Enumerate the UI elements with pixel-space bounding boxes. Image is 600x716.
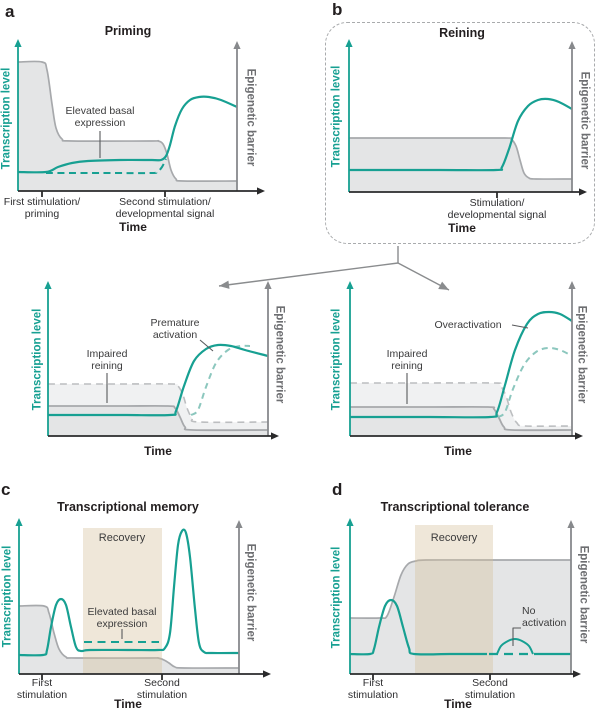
tick-label: Stimulation/developmental signal [447, 197, 547, 221]
panel-impaired-reining-premature: Transcription level Epigenetic barrier T… [0, 240, 300, 475]
panel-c-y-axis-label: Transcription level [1, 545, 14, 648]
tick-label: First stimulation [347, 677, 399, 701]
panel-a-y-axis-label: Transcription level [0, 67, 13, 170]
panel-c-right-axis-label: Epigenetic barrier [244, 543, 257, 642]
annotation: Impaired reining [386, 348, 428, 372]
plot-mr [346, 281, 583, 440]
panel-a-title: Priming [104, 24, 152, 38]
plot-c [15, 518, 271, 680]
panel-a-letter: a [5, 2, 15, 21]
plot-ml [44, 281, 279, 440]
panel-mr-right-axis-label: Epigenetic barrier [575, 305, 588, 404]
panel-d-right-axis-label: Epigenetic barrier [577, 545, 590, 644]
panel-impaired-reining-overactivation: Transcription level Epigenetic barrier T… [300, 240, 600, 475]
panel-ml-right-axis-label: Epigenetic barrier [273, 305, 286, 404]
panel-a-time-label: Time [119, 220, 147, 234]
panel-d-time-label: Time [444, 697, 472, 711]
panel-d-title: Transcriptional tolerance [380, 500, 530, 514]
panel-a: a Priming Transcription level Epigenetic… [0, 0, 300, 240]
panel-c: c Transcriptional memory Transcription l… [0, 475, 300, 716]
tick-label: First stimulation/priming [3, 196, 81, 220]
tick-label: Second stimulation/developmental signal [115, 196, 215, 220]
panel-c-time-label: Time [114, 697, 142, 711]
plot-a [14, 39, 265, 197]
panel-d-y-axis-label: Transcription level [330, 546, 343, 649]
panel-b-y-axis-label: Transcription level [330, 65, 343, 168]
panel-b-right-axis-label: Epigenetic barrier [578, 71, 591, 170]
panel-a-right-axis-label: Epigenetic barrier [244, 68, 257, 167]
panel-b: b Reining Transcription level Epigenetic… [300, 0, 600, 250]
annotation: Impaired reining [86, 348, 128, 372]
reining-dashed-box [325, 22, 595, 244]
panel-d-letter: d [332, 480, 343, 499]
annotation: Elevated basal expression [65, 105, 135, 129]
panel-d-recovery-label: Recovery [430, 532, 478, 544]
panel-mr-time-label: Time [444, 444, 472, 458]
panel-mr-y-axis-label: Transcription level [330, 308, 343, 411]
panel-c-title: Transcriptional memory [57, 500, 199, 514]
panel-c-letter: c [1, 480, 11, 499]
tick-label: Second stimulation [464, 677, 516, 701]
annotation: No activation [522, 605, 567, 629]
tick-label: First stimulation [16, 677, 68, 701]
annotation: Elevated basal expression [87, 606, 157, 630]
plot-d [346, 518, 581, 680]
panel-d: d Transcriptional tolerance Transcriptio… [300, 475, 600, 716]
panel-ml-y-axis-label: Transcription level [31, 308, 44, 411]
plot-b [345, 39, 587, 198]
panel-b-title: Reining [439, 26, 485, 40]
panel-b-time-label: Time [448, 221, 476, 235]
panel-c-recovery-label: Recovery [98, 532, 146, 544]
panel-b-letter: b [332, 0, 343, 19]
tick-label: Second stimulation [136, 677, 188, 701]
annotation: Premature activation [150, 317, 200, 341]
panel-ml-time-label: Time [144, 444, 172, 458]
annotation: Overactivation [434, 319, 502, 331]
